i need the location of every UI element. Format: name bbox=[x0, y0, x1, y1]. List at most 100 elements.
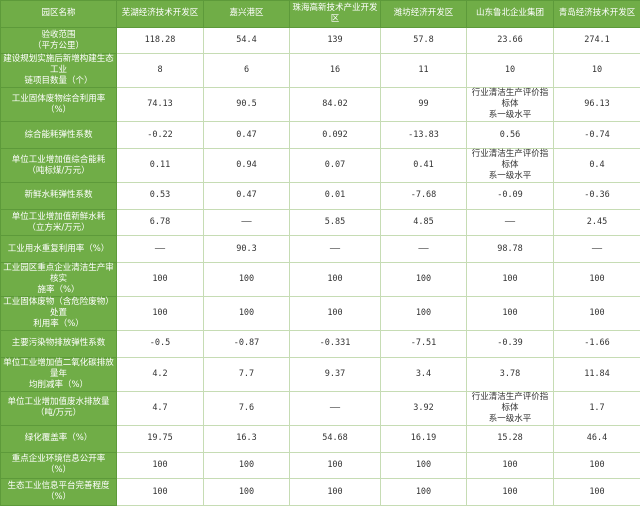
row-label: 重点企业环境信息公开率（%） bbox=[1, 452, 117, 479]
table-cell: 4.7 bbox=[117, 391, 204, 425]
row-label: 工业园区重点企业清洁生产审核实 施率（%） bbox=[1, 263, 117, 297]
table-cell: 100 bbox=[204, 479, 290, 506]
table-cell: 11.84 bbox=[554, 357, 640, 391]
table-cell: -0.36 bbox=[554, 183, 640, 210]
table-cell: 16.19 bbox=[381, 425, 467, 452]
table-cell: 16.3 bbox=[204, 425, 290, 452]
header-lubei: 山东鲁北企业集团 bbox=[467, 1, 554, 28]
table-cell: 5.85 bbox=[290, 209, 381, 236]
table-cell: 100 bbox=[554, 297, 640, 331]
table-cell: 100 bbox=[290, 479, 381, 506]
table-cell: 46.4 bbox=[554, 425, 640, 452]
table-cell: 4.85 bbox=[381, 209, 467, 236]
table-cell: 0.56 bbox=[467, 122, 554, 149]
table-cell: 100 bbox=[467, 479, 554, 506]
table-cell: 74.13 bbox=[117, 88, 204, 122]
table-cell: 84.02 bbox=[290, 88, 381, 122]
table-cell: 0.092 bbox=[290, 122, 381, 149]
table-cell: 10 bbox=[554, 54, 640, 88]
table-cell: 6 bbox=[204, 54, 290, 88]
row-label: 绿化覆盖率（%） bbox=[1, 425, 117, 452]
table-cell: 100 bbox=[204, 297, 290, 331]
table-cell: -0.09 bbox=[467, 183, 554, 210]
table-cell: 行业清洁生产评价指标体 系一级水平 bbox=[467, 391, 554, 425]
table-cell: 54.4 bbox=[204, 27, 290, 54]
table-cell: 139 bbox=[290, 27, 381, 54]
table-cell: 0.4 bbox=[554, 149, 640, 183]
table-cell: —— bbox=[204, 209, 290, 236]
table-cell: -1.66 bbox=[554, 331, 640, 358]
table-cell: -0.87 bbox=[204, 331, 290, 358]
table-cell: 1.7 bbox=[554, 391, 640, 425]
table-cell: 100 bbox=[381, 452, 467, 479]
table-cell: 行业清洁生产评价指标体 系一级水平 bbox=[467, 149, 554, 183]
table-cell: —— bbox=[290, 236, 381, 263]
table-cell: 100 bbox=[554, 263, 640, 297]
table-cell: 100 bbox=[290, 452, 381, 479]
table-cell: 4.2 bbox=[117, 357, 204, 391]
table-cell: 100 bbox=[381, 479, 467, 506]
table-cell: 3.78 bbox=[467, 357, 554, 391]
table-cell: -0.74 bbox=[554, 122, 640, 149]
row-label: 单位工业增加值二氧化碳排放量年 均削减率（%） bbox=[1, 357, 117, 391]
table-cell: 11 bbox=[381, 54, 467, 88]
header-weifang: 潍坊经济开发区 bbox=[381, 1, 467, 28]
table-cell: 0.11 bbox=[117, 149, 204, 183]
table-cell: 57.8 bbox=[381, 27, 467, 54]
header-park-name: 园区名称 bbox=[1, 1, 117, 28]
table-cell: —— bbox=[554, 236, 640, 263]
header-qingdao: 青岛经济技术开发区 bbox=[554, 1, 640, 28]
table-cell: 0.07 bbox=[290, 149, 381, 183]
row-label: 单位工业增加值新鲜水耗 （立方米/万元） bbox=[1, 209, 117, 236]
table-cell: 96.13 bbox=[554, 88, 640, 122]
table-cell: 100 bbox=[204, 263, 290, 297]
table-cell: -7.68 bbox=[381, 183, 467, 210]
table-cell: —— bbox=[290, 391, 381, 425]
table-cell: 7.7 bbox=[204, 357, 290, 391]
table-cell: —— bbox=[117, 236, 204, 263]
table-cell: 行业清洁生产评价指标体 系一级水平 bbox=[467, 88, 554, 122]
table-cell: 100 bbox=[117, 297, 204, 331]
table-cell: 7.6 bbox=[204, 391, 290, 425]
table-cell: —— bbox=[381, 236, 467, 263]
table-row: 主要污染物排放弹性系数-0.5-0.87-0.331-7.51-0.39-1.6… bbox=[1, 331, 640, 358]
row-label: 主要污染物排放弹性系数 bbox=[1, 331, 117, 358]
table-cell: -7.51 bbox=[381, 331, 467, 358]
table-cell: 100 bbox=[204, 452, 290, 479]
table-cell: 100 bbox=[381, 263, 467, 297]
table-row: 工业用水重复利用率（%）——90.3————98.78—— bbox=[1, 236, 640, 263]
table-cell: -0.5 bbox=[117, 331, 204, 358]
table-cell: 10 bbox=[467, 54, 554, 88]
table-cell: 9.37 bbox=[290, 357, 381, 391]
table-cell: 100 bbox=[467, 263, 554, 297]
table-cell: -0.39 bbox=[467, 331, 554, 358]
table-cell: -13.83 bbox=[381, 122, 467, 149]
table-cell: 100 bbox=[381, 297, 467, 331]
table-cell: 0.01 bbox=[290, 183, 381, 210]
row-label: 生态工业信息平台完善程度（%） bbox=[1, 479, 117, 506]
table-cell: 19.75 bbox=[117, 425, 204, 452]
table-header-row: 园区名称 芜湖经济技术开发区 嘉兴港区 珠海高新技术产业开发区 潍坊经济开发区 … bbox=[1, 1, 640, 28]
table-cell: 274.1 bbox=[554, 27, 640, 54]
table-cell: 0.41 bbox=[381, 149, 467, 183]
table-cell: 100 bbox=[554, 479, 640, 506]
table-cell: 100 bbox=[290, 263, 381, 297]
table-cell: 100 bbox=[290, 297, 381, 331]
header-jiaxing: 嘉兴港区 bbox=[204, 1, 290, 28]
table-cell: 6.78 bbox=[117, 209, 204, 236]
table-cell: 8 bbox=[117, 54, 204, 88]
row-label: 单位工业增加值废水排放量 （吨/万元） bbox=[1, 391, 117, 425]
table-cell: 99 bbox=[381, 88, 467, 122]
table-cell: 118.28 bbox=[117, 27, 204, 54]
table-cell: 23.66 bbox=[467, 27, 554, 54]
